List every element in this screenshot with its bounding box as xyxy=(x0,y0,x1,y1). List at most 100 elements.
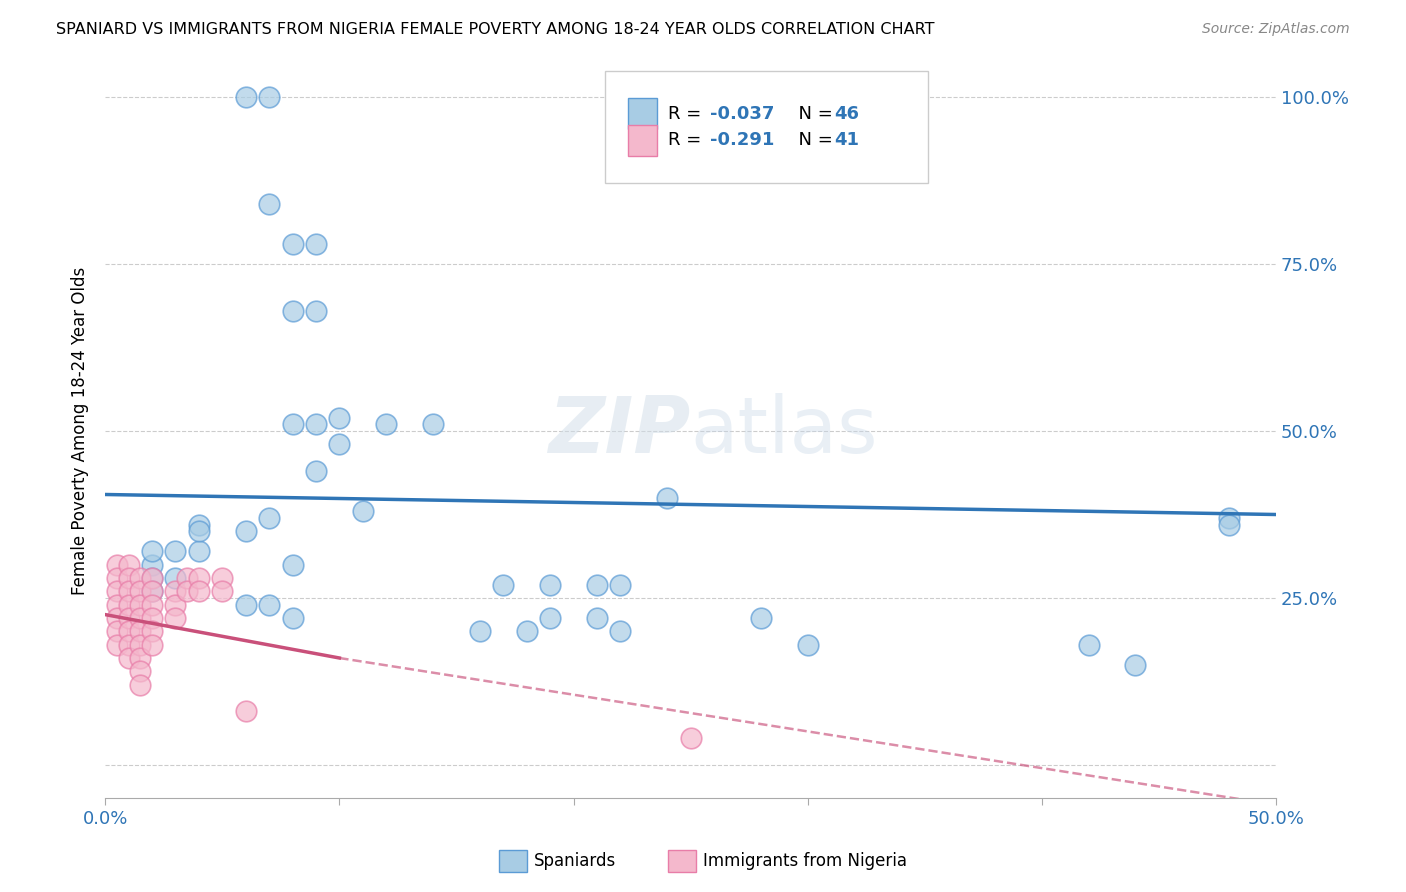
Point xyxy=(375,417,398,432)
Point xyxy=(1125,657,1147,672)
Y-axis label: Female Poverty Among 18-24 Year Olds: Female Poverty Among 18-24 Year Olds xyxy=(72,267,89,595)
Point xyxy=(187,517,209,532)
Point xyxy=(281,558,304,572)
Point xyxy=(609,577,631,591)
Text: Spaniards: Spaniards xyxy=(534,852,616,871)
Point xyxy=(281,611,304,625)
Point xyxy=(257,598,280,612)
Point xyxy=(328,437,350,451)
Text: R =: R = xyxy=(668,131,707,150)
Point xyxy=(257,90,280,104)
Point xyxy=(117,611,139,625)
Point xyxy=(117,638,139,652)
Point xyxy=(352,504,374,518)
Point xyxy=(105,624,128,639)
Point xyxy=(211,584,233,599)
Point xyxy=(165,584,187,599)
Point xyxy=(257,511,280,525)
Point xyxy=(235,90,257,104)
Point xyxy=(305,417,328,432)
Point xyxy=(609,624,631,639)
Point xyxy=(796,638,818,652)
Point xyxy=(538,577,561,591)
Point xyxy=(117,558,139,572)
Point xyxy=(141,544,163,558)
Point xyxy=(235,598,257,612)
Point xyxy=(129,598,152,612)
Point xyxy=(187,524,209,539)
Text: 46: 46 xyxy=(834,104,859,123)
Point xyxy=(105,571,128,585)
Point xyxy=(305,237,328,252)
Point xyxy=(141,638,163,652)
Point xyxy=(129,611,152,625)
Point xyxy=(129,571,152,585)
Point xyxy=(117,651,139,665)
Point xyxy=(679,731,702,745)
Point xyxy=(117,598,139,612)
Point xyxy=(105,584,128,599)
Point xyxy=(1077,638,1099,652)
Point xyxy=(749,611,772,625)
Point xyxy=(538,611,561,625)
Point xyxy=(165,598,187,612)
Point xyxy=(281,417,304,432)
Point xyxy=(586,611,609,625)
Point xyxy=(305,464,328,478)
Point xyxy=(141,584,163,599)
Point xyxy=(281,304,304,318)
Point xyxy=(105,638,128,652)
Text: R =: R = xyxy=(668,104,707,123)
Text: -0.291: -0.291 xyxy=(710,131,775,150)
Point xyxy=(141,558,163,572)
Text: N =: N = xyxy=(787,131,839,150)
Point xyxy=(129,638,152,652)
Point xyxy=(187,544,209,558)
Text: N =: N = xyxy=(787,104,839,123)
Point xyxy=(141,571,163,585)
Point xyxy=(141,611,163,625)
Point xyxy=(235,524,257,539)
Text: Source: ZipAtlas.com: Source: ZipAtlas.com xyxy=(1202,22,1350,37)
Point xyxy=(165,544,187,558)
Point xyxy=(105,558,128,572)
Text: 41: 41 xyxy=(834,131,859,150)
Point xyxy=(129,584,152,599)
Point xyxy=(492,577,515,591)
Point xyxy=(1218,511,1240,525)
Point xyxy=(117,571,139,585)
Point xyxy=(187,571,209,585)
Text: Immigrants from Nigeria: Immigrants from Nigeria xyxy=(703,852,907,871)
Point xyxy=(657,491,679,505)
Point xyxy=(141,584,163,599)
Text: SPANIARD VS IMMIGRANTS FROM NIGERIA FEMALE POVERTY AMONG 18-24 YEAR OLDS CORRELA: SPANIARD VS IMMIGRANTS FROM NIGERIA FEMA… xyxy=(56,22,935,37)
Point xyxy=(165,611,187,625)
Point xyxy=(117,624,139,639)
Point xyxy=(129,651,152,665)
Text: -0.037: -0.037 xyxy=(710,104,775,123)
Point xyxy=(176,571,198,585)
Point xyxy=(141,598,163,612)
Text: ZIP: ZIP xyxy=(548,393,690,469)
Point xyxy=(211,571,233,585)
Point xyxy=(129,678,152,692)
Point xyxy=(129,665,152,679)
Point xyxy=(328,410,350,425)
Point xyxy=(1218,517,1240,532)
Point xyxy=(235,705,257,719)
Text: atlas: atlas xyxy=(690,393,879,469)
Point xyxy=(187,584,209,599)
Point xyxy=(257,197,280,211)
Point xyxy=(468,624,491,639)
Point xyxy=(105,611,128,625)
Point xyxy=(117,584,139,599)
Point xyxy=(105,598,128,612)
Point xyxy=(141,624,163,639)
Point xyxy=(176,584,198,599)
Point xyxy=(422,417,444,432)
Point xyxy=(516,624,538,639)
Point xyxy=(141,571,163,585)
Point xyxy=(305,304,328,318)
Point xyxy=(129,624,152,639)
Point xyxy=(586,577,609,591)
